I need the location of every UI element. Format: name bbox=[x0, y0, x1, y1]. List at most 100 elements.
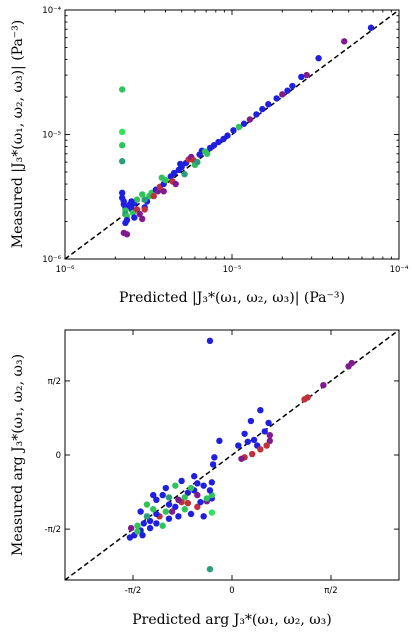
phase-data-point bbox=[187, 510, 195, 518]
phase-data-point bbox=[266, 437, 274, 445]
magnitude-y-axis-label: Measured |J₃*(ω₁, ω₂, ω₃)| (Pa⁻³) bbox=[10, 20, 26, 249]
phase-data-point bbox=[143, 513, 151, 520]
phase-data-point bbox=[187, 484, 195, 492]
magnitude-data-point bbox=[139, 215, 146, 223]
phase-data-point bbox=[181, 506, 188, 513]
phase-data-point bbox=[257, 446, 264, 453]
magnitude-data-point bbox=[118, 86, 126, 93]
phase-data-point bbox=[137, 508, 144, 515]
phase-data-point bbox=[178, 477, 185, 485]
phase-data-point bbox=[159, 522, 166, 529]
phase-data-point bbox=[248, 450, 256, 458]
magnitude-data-point bbox=[235, 123, 243, 131]
phase-data-point bbox=[266, 431, 274, 439]
phase-data-point bbox=[209, 461, 217, 468]
magnitude-data-point bbox=[265, 101, 272, 108]
magnitude-data-point bbox=[118, 128, 126, 136]
phase-data-point bbox=[206, 565, 214, 573]
magnitude-data-point bbox=[141, 196, 148, 203]
magnitude-y-tick-label: 10⁻⁶ bbox=[42, 255, 61, 265]
phase-data-point bbox=[146, 524, 154, 532]
magnitude-axis-ticks: 10⁻⁶ 10⁻⁵ 10⁻⁴ 10⁻⁶ 10⁻⁵ 10⁻⁴ bbox=[42, 6, 409, 275]
phase-data-point bbox=[134, 522, 141, 529]
magnitude-data-point bbox=[181, 170, 188, 178]
magnitude-data-point bbox=[215, 138, 222, 146]
phase-data-point bbox=[126, 534, 134, 541]
magnitude-data-point bbox=[131, 214, 138, 221]
phase-data-point bbox=[140, 520, 147, 527]
phase-data-point bbox=[162, 484, 170, 492]
phase-x-tick-label: π/2 bbox=[324, 586, 337, 596]
magnitude-data-point bbox=[128, 198, 135, 205]
phase-data-point bbox=[150, 506, 157, 513]
magnitude-y-tick-label: 10⁻⁴ bbox=[42, 6, 61, 16]
phase-data-point bbox=[165, 494, 173, 501]
magnitude-data-point bbox=[259, 105, 266, 113]
phase-scatter-panel: -π/2 0 π/2 -π/2 0 π/2 Predicted arg J₃*(ω₁, ω… bbox=[10, 329, 400, 628]
phase-data-point bbox=[304, 394, 311, 401]
phase-data-point bbox=[200, 482, 207, 489]
phase-data-point bbox=[238, 455, 245, 462]
phase-data-point bbox=[153, 510, 160, 518]
phase-data-point bbox=[134, 528, 141, 535]
phase-data-point bbox=[181, 494, 188, 501]
phase-x-tick-label: 0 bbox=[229, 586, 234, 596]
magnitude-data-points bbox=[118, 24, 375, 238]
phase-data-point bbox=[247, 417, 255, 425]
phase-data-point bbox=[139, 531, 146, 539]
phase-data-point bbox=[172, 503, 179, 511]
phase-data-point bbox=[208, 479, 216, 486]
phase-data-point bbox=[200, 513, 207, 520]
phase-data-point bbox=[194, 503, 201, 511]
magnitude-data-point bbox=[118, 142, 126, 149]
phase-data-point bbox=[208, 509, 216, 516]
phase-data-point bbox=[184, 489, 192, 496]
phase-data-point bbox=[250, 436, 258, 444]
magnitude-x-tick-label: 10⁻⁶ bbox=[56, 265, 75, 275]
phase-data-point bbox=[206, 487, 214, 494]
magnitude-data-point bbox=[122, 219, 129, 227]
magnitude-data-point bbox=[210, 142, 218, 149]
magnitude-data-point bbox=[367, 24, 375, 31]
magnitude-data-point bbox=[203, 150, 211, 157]
phase-data-point bbox=[197, 498, 204, 506]
magnitude-data-point bbox=[118, 189, 126, 197]
magnitude-data-point bbox=[158, 174, 166, 181]
magnitude-data-point bbox=[170, 169, 178, 177]
phase-data-point bbox=[143, 501, 151, 508]
magnitude-data-point bbox=[303, 71, 310, 79]
phase-data-point bbox=[194, 480, 201, 487]
phase-data-point bbox=[194, 491, 201, 499]
phase-y-tick-label: π/2 bbox=[48, 377, 61, 387]
magnitude-data-point bbox=[230, 127, 237, 134]
phase-data-point bbox=[175, 513, 182, 520]
phase-data-point bbox=[206, 337, 214, 345]
phase-data-point bbox=[146, 517, 154, 525]
phase-data-point bbox=[184, 499, 192, 507]
phase-y-axis-label: Measured arg J₃*(ω₁, ω₂, ω₃) bbox=[10, 354, 26, 556]
phase-data-point bbox=[241, 430, 248, 437]
magnitude-data-point bbox=[118, 158, 126, 165]
phase-data-points bbox=[126, 337, 355, 573]
phase-data-point bbox=[235, 442, 242, 449]
magnitude-data-point bbox=[298, 73, 305, 81]
phase-axis-ticks: -π/2 0 π/2 -π/2 0 π/2 bbox=[45, 330, 399, 596]
magnitude-data-point bbox=[141, 206, 148, 213]
magnitude-identity-line bbox=[64, 9, 400, 260]
magnitude-data-point bbox=[341, 38, 348, 45]
magnitude-data-point bbox=[150, 192, 157, 200]
magnitude-data-point bbox=[253, 111, 260, 118]
phase-data-point bbox=[150, 491, 157, 499]
magnitude-data-point bbox=[177, 160, 184, 168]
magnitude-x-tick-label: 10⁻⁴ bbox=[390, 265, 409, 275]
magnitude-data-point bbox=[123, 231, 131, 238]
phase-data-point bbox=[216, 437, 223, 445]
magnitude-data-point bbox=[279, 91, 286, 98]
phase-data-point bbox=[165, 515, 173, 522]
magnitude-data-point bbox=[172, 180, 179, 188]
phase-x-axis-label: Predicted arg J₃*(ω₁, ω₂, ω₃) bbox=[132, 612, 332, 628]
magnitude-data-point bbox=[224, 132, 231, 139]
magnitude-data-point bbox=[273, 95, 280, 102]
magnitude-data-point bbox=[160, 188, 167, 195]
phase-data-point bbox=[261, 428, 268, 435]
